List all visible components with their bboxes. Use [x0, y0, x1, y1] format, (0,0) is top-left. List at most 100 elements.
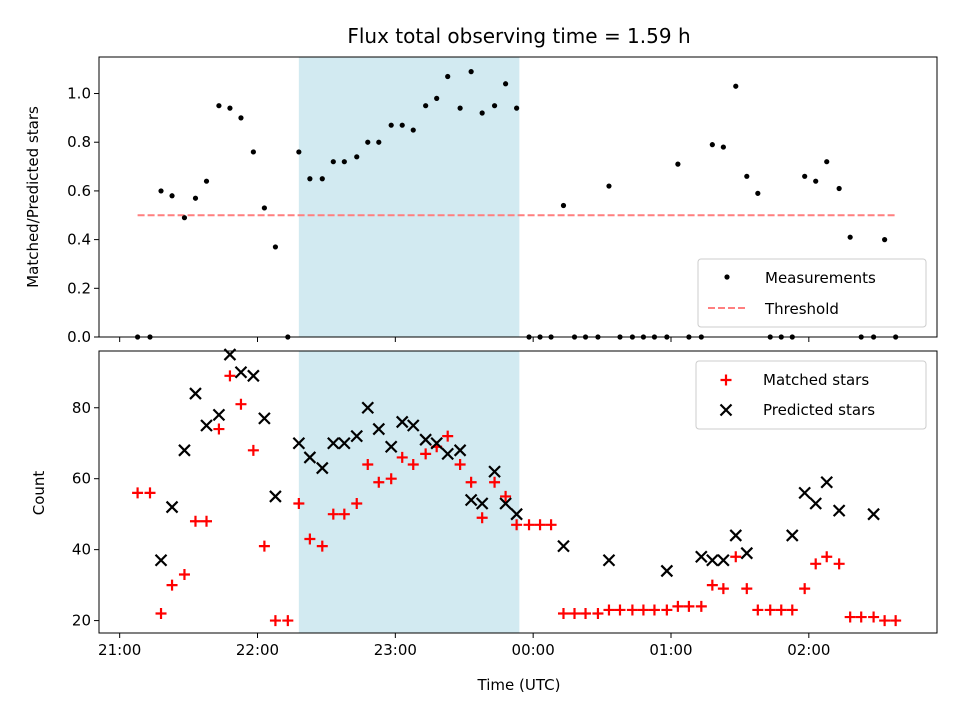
predicted-star-point: [729, 529, 743, 542]
measurement-point: [238, 115, 244, 121]
matched-star-point: [844, 611, 856, 623]
measurement-point: [216, 103, 222, 109]
measurement-point: [468, 69, 474, 75]
predicted-star-point: [200, 419, 213, 432]
predicted-star-point: [350, 429, 364, 443]
matched-star-point: [489, 476, 501, 488]
x-tick-label: 00:00: [512, 641, 555, 659]
matched-star-point: [155, 607, 167, 619]
measurement-point: [744, 173, 750, 179]
predicted-star-point: [660, 564, 674, 578]
x-tick-label: 21:00: [98, 641, 141, 659]
matched-star-point: [442, 430, 454, 442]
matched-star-point: [269, 615, 281, 627]
matched-star-point: [144, 487, 156, 499]
bottom-panel: 20 40 60 80 21:00 22:00 23:00 00:00 01:00 02:00 Ma…: [72, 348, 938, 659]
predicted-star-point: [867, 507, 880, 521]
predicted-star-point: [430, 436, 443, 450]
predicted-star-point: [189, 387, 202, 400]
predicted-star-point: [798, 486, 811, 500]
measurement-point: [720, 144, 726, 150]
bottom-shaded-interval: [298, 351, 520, 633]
predicted-star-point: [475, 497, 489, 510]
matched-star-point: [799, 583, 811, 595]
bottom-legend-box: [695, 360, 927, 430]
matched-star-point: [855, 611, 867, 623]
predicted-star-point: [303, 451, 317, 464]
matched-star-point: [534, 519, 546, 531]
matched-star-point: [592, 607, 604, 619]
measurement-point: [847, 234, 853, 240]
predicted-star-point: [234, 366, 248, 379]
measurement-point: [330, 159, 336, 165]
matched-star-point: [327, 508, 339, 520]
matched-star-point: [672, 600, 684, 612]
matched-star-point: [569, 607, 581, 619]
matched-star-point: [741, 583, 753, 595]
matched-star-point: [879, 615, 891, 627]
matched-star-point: [304, 533, 316, 545]
bottom-axes-frame: [98, 350, 938, 634]
top-y-tick-label: 0.8: [67, 133, 91, 151]
x-tick-label: 23:00: [374, 641, 417, 659]
predicted-star-point: [327, 436, 340, 450]
matched-star-point: [247, 444, 259, 456]
measurement-point: [250, 149, 256, 155]
matched-star-point: [764, 604, 776, 616]
predicted-star-point: [406, 419, 420, 432]
top-legend: Measurements Threshold: [697, 258, 927, 328]
predicted-star-point: [165, 500, 179, 514]
measurement-point: [755, 190, 761, 196]
matched-star-point: [890, 615, 902, 627]
legend-threshold-label: Threshold: [764, 300, 839, 318]
matched-star-point: [717, 583, 729, 595]
predicted-star-point: [372, 422, 386, 436]
predicted-star-point: [499, 497, 512, 510]
measurement-point: [802, 173, 808, 179]
measurement-point: [192, 195, 199, 201]
x-axis-label: Time (UTC): [477, 676, 561, 694]
matched-star-point: [730, 551, 742, 563]
matched-star-point: [580, 607, 592, 619]
measurement-point: [733, 83, 739, 89]
matched-star-point: [132, 487, 144, 499]
predicted-star-point: [820, 475, 834, 489]
matched-star-point: [235, 398, 247, 410]
measurement-point: [514, 105, 520, 111]
predicted-star-point: [419, 433, 432, 446]
top-shaded-interval: [298, 57, 520, 337]
x-tick-label: 22:00: [236, 641, 279, 659]
measurement-point: [181, 215, 188, 221]
matched-star-point: [316, 540, 328, 552]
measurement-point: [824, 159, 830, 165]
predicted-star-point: [441, 447, 454, 461]
predicted-star-point: [395, 415, 409, 429]
matched-star-point: [293, 498, 305, 510]
measurement-point: [272, 244, 279, 250]
top-y-axis-label: Matched/Predicted stars: [24, 106, 42, 288]
matched-star-point: [523, 519, 535, 531]
top-panel: 0.0 0.2 0.4 0.6 0.8 1.0 Measurements Threshold: [67, 56, 938, 346]
matched-star-point: [338, 508, 350, 520]
chart-title: Flux total observing time = 1.59 h: [347, 24, 690, 48]
top-y-tick-label: 0.6: [67, 182, 91, 200]
matched-star-point: [166, 579, 178, 591]
matched-star-point: [603, 604, 615, 616]
predicted-star-point: [384, 440, 398, 454]
predicted-star-point: [695, 550, 708, 564]
legend-predicted-marker: [719, 403, 733, 417]
x-tick-label: 02:00: [787, 641, 830, 659]
predicted-star-point: [557, 539, 570, 553]
top-y-tick-label: 0.0: [67, 328, 91, 346]
measurement-point: [709, 142, 715, 148]
top-axes-frame: [98, 56, 938, 338]
matched-star-point: [511, 519, 523, 531]
predicted-star-point: [832, 504, 846, 517]
measurement-point: [296, 149, 302, 155]
matched-star-point: [362, 459, 374, 471]
legend-measurements-label: Measurements: [765, 269, 876, 287]
bottom-y-axis-label: Count: [30, 471, 48, 516]
predicted-star-point: [602, 554, 616, 567]
measurement-point: [423, 103, 429, 109]
measurement-point: [261, 205, 267, 211]
